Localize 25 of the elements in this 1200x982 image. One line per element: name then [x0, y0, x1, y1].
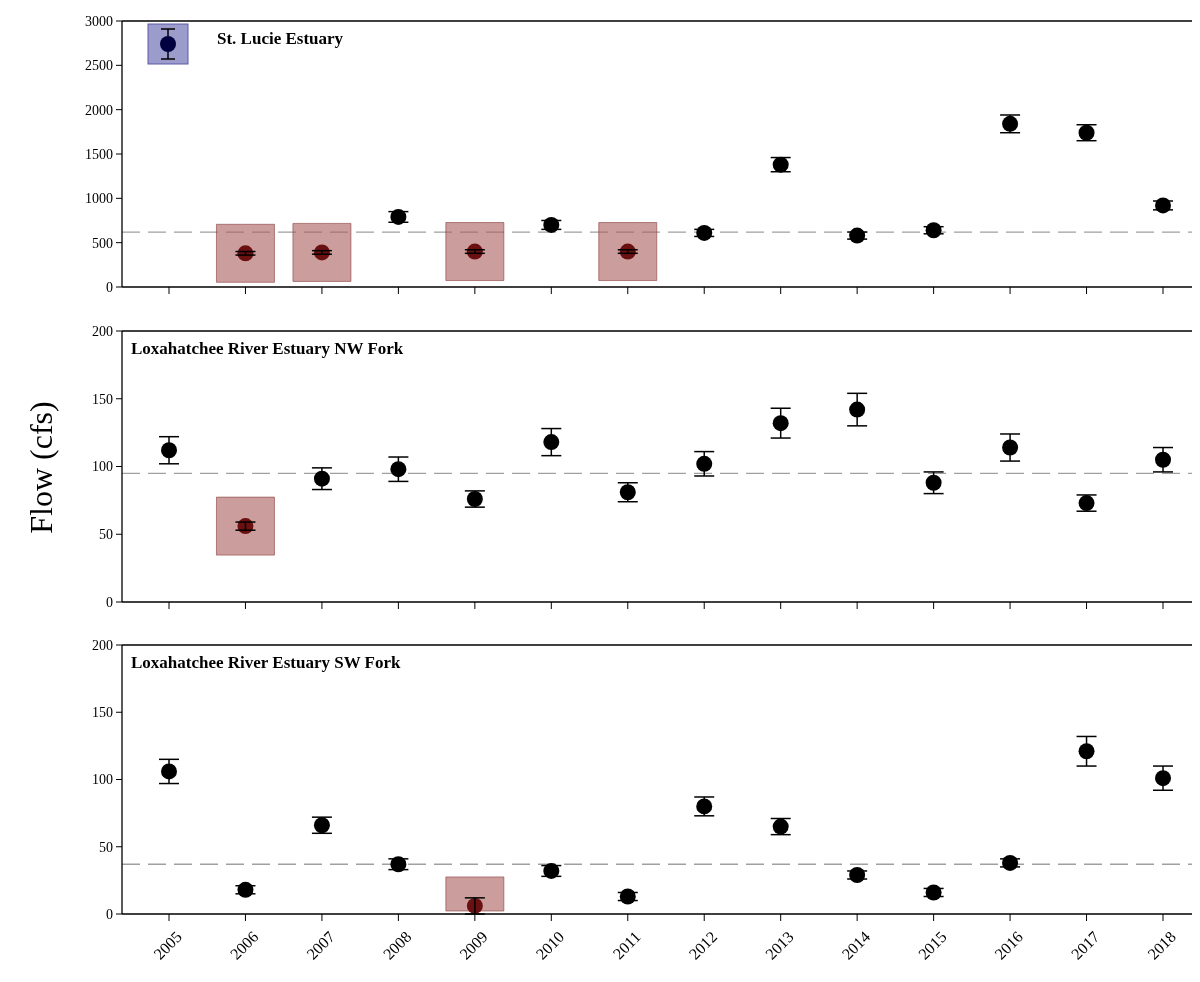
y-tick-label: 150 [92, 391, 113, 407]
y-tick-label: 50 [99, 527, 113, 543]
y-tick-label: 100 [92, 772, 113, 788]
y-tick-label: 0 [106, 594, 113, 610]
y-axis-title: Flow (cfs) [23, 401, 59, 534]
text: Loxahatchee River Estuary NW Fork [131, 339, 404, 358]
y-tick-label: 50 [99, 839, 113, 855]
y-tick-label: 0 [106, 906, 113, 922]
y-tick-label: 150 [92, 705, 113, 721]
point [390, 461, 407, 478]
y-tick-label: 200 [92, 637, 113, 653]
text: Loxahatchee River Estuary SW Fork [131, 653, 402, 672]
y-tick-label: 100 [92, 459, 113, 475]
y-tick-label: 200 [92, 323, 113, 339]
y-tick-label: 0 [106, 279, 113, 295]
text: St. Lucie Estuary [217, 29, 344, 48]
y-tick-label: 2000 [85, 102, 113, 118]
y-tick-label: 3000 [85, 13, 113, 29]
y-tick-label: 2500 [85, 58, 113, 74]
point [772, 415, 789, 432]
x-tick-label: 2011 [609, 928, 644, 963]
y-tick-label: 500 [92, 235, 113, 251]
y-tick-label: 1500 [85, 146, 113, 162]
y-tick-label: 1000 [85, 191, 113, 207]
point [543, 434, 560, 451]
